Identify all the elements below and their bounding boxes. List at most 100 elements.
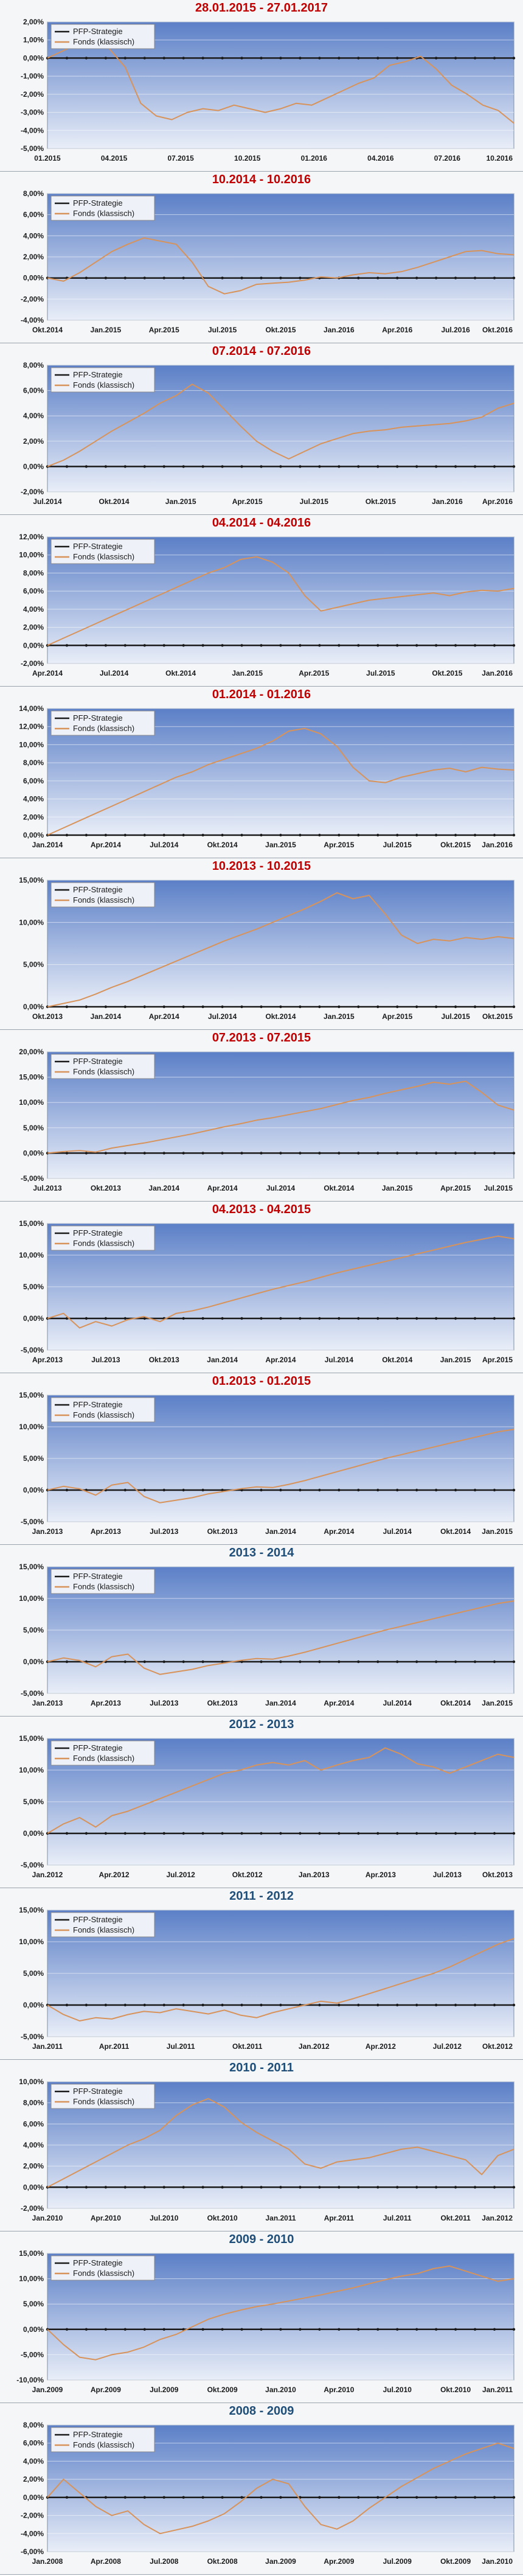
y-tick-label: -5,00% (21, 2350, 44, 2359)
x-tick-label: Jan.2013 (299, 1871, 330, 1879)
x-tick-label: Jul.2015 (441, 1012, 470, 1021)
legend-label: PFP-Strategie (73, 27, 123, 36)
chart-svg: 8,00% 6,00% 4,00% 2,00% 0,00% -2,00% -4,00% Okt… (21, 189, 516, 334)
legend (50, 1054, 155, 1079)
legend-label: Fonds (klassisch) (73, 2440, 134, 2449)
y-tick-label: 2,00% (23, 18, 44, 26)
pfp-marker (338, 1152, 341, 1155)
pfp-marker (162, 644, 165, 647)
legend-label: PFP-Strategie (73, 713, 123, 723)
pfp-marker (512, 2003, 516, 2007)
chart-panel: 8,00% 6,00% 4,00% 2,00% 0,00% -2,00% -4,00% -6,… (0, 2403, 523, 2575)
pfp-marker (221, 2003, 224, 2007)
pfp-marker (434, 2186, 438, 2189)
legend-label: PFP-Strategie (73, 370, 123, 379)
pfp-marker (473, 1660, 477, 1664)
pfp-marker (493, 465, 496, 468)
pfp-marker (473, 1005, 477, 1009)
pfp-marker (260, 276, 263, 279)
x-tick-label: Apr.2010 (91, 2214, 121, 2222)
pfp-marker (104, 1005, 108, 1009)
pfp-marker (454, 1832, 457, 1835)
pfp-marker (318, 1005, 321, 1009)
pfp-marker (279, 2328, 282, 2331)
pfp-marker (396, 1832, 399, 1835)
x-tick-label: Jul.2014 (150, 841, 179, 849)
y-tick-label: -2,00% (21, 2204, 44, 2213)
pfp-marker (299, 1317, 302, 1320)
pfp-marker (318, 1152, 321, 1155)
pfp-marker (299, 644, 302, 647)
pfp-marker (65, 1005, 69, 1009)
pfp-marker (182, 57, 185, 60)
y-tick-label: 0,00% (23, 1829, 44, 1838)
y-tick-label: 12,00% (19, 533, 44, 541)
y-tick-label: 4,00% (23, 605, 44, 614)
pfp-marker (143, 1005, 146, 1009)
x-tick-label: Okt.2015 (432, 669, 462, 677)
pfp-marker (201, 2186, 204, 2189)
y-tick-label: 1,00% (23, 36, 44, 44)
x-tick-label: Okt.2014 (99, 497, 130, 506)
pfp-marker (376, 57, 379, 60)
pfp-marker (279, 1005, 282, 1009)
chart-title: 07.2014 - 07.2016 (212, 345, 311, 358)
pfp-marker (376, 2186, 379, 2189)
pfp-marker (396, 2003, 399, 2007)
pfp-marker (512, 1832, 516, 1835)
x-tick-label: Jan.2015 (324, 1012, 355, 1021)
pfp-marker (221, 57, 224, 60)
pfp-marker (221, 1832, 224, 1835)
y-tick-label: 4,00% (23, 231, 44, 240)
pfp-marker (473, 833, 477, 837)
pfp-marker (473, 1832, 477, 1835)
pfp-marker (434, 1317, 438, 1320)
x-tick-label: Jan.2015 (165, 497, 196, 506)
pfp-marker (357, 1005, 360, 1009)
pfp-marker (299, 1488, 302, 1492)
y-tick-label: -5,00% (21, 1689, 44, 1698)
pfp-marker (201, 1152, 204, 1155)
pfp-marker (260, 1005, 263, 1009)
y-tick-label: -2,00% (21, 488, 44, 496)
pfp-marker (318, 1660, 321, 1664)
legend-label: Fonds (klassisch) (73, 1239, 134, 1248)
chart-title: 04.2013 - 04.2015 (212, 1203, 311, 1216)
pfp-marker (143, 57, 146, 60)
series-line-fonds (47, 35, 514, 124)
x-tick-label: Jan.2011 (32, 2042, 63, 2051)
pfp-marker (415, 1005, 418, 1009)
y-tick-label: 8,00% (23, 361, 44, 369)
pfp-marker (415, 2496, 418, 2499)
pfp-marker (279, 1317, 282, 1320)
series-line-fonds (47, 1600, 514, 1675)
pfp-marker (512, 2328, 516, 2331)
pfp-marker (143, 833, 146, 837)
pfp-marker (123, 1488, 127, 1492)
pfp-marker (338, 1005, 341, 1009)
pfp-marker (434, 465, 438, 468)
pfp-marker (299, 57, 302, 60)
x-tick-label: Jul.2015 (366, 669, 395, 677)
y-tick-label: 15,00% (19, 2249, 44, 2258)
pfp-marker (201, 1317, 204, 1320)
x-tick-label: Okt.2015 (440, 841, 471, 849)
pfp-marker (221, 644, 224, 647)
pfp-marker (512, 57, 516, 60)
pfp-marker (338, 2328, 341, 2331)
pfp-marker (338, 833, 341, 837)
pfp-marker (434, 1152, 438, 1155)
x-tick-label: Jul.2009 (150, 2385, 179, 2394)
y-tick-label: 10,00% (19, 918, 44, 926)
y-tick-label: -2,00% (21, 2511, 44, 2520)
pfp-marker (512, 1660, 516, 1664)
legend (50, 1225, 155, 1251)
pfp-marker (143, 2328, 146, 2331)
pfp-marker (454, 833, 457, 837)
series-line-fonds (47, 2265, 514, 2361)
y-tick-label: 0,00% (23, 1657, 44, 1666)
pfp-marker (318, 465, 321, 468)
chart-svg: 10,00%8,00%6,00%4,00%2,00%0,00%-2,00%Jan… (19, 2077, 516, 2222)
chart-svg: 15,00%10,00%5,00%0,00%-5,00%-10,00%Jan.2… (16, 2249, 516, 2394)
